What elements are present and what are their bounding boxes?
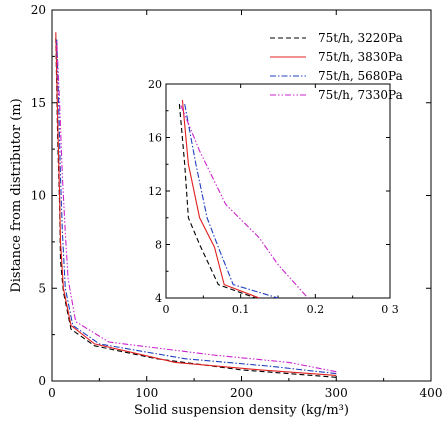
- x-tick-label: 0: [48, 386, 56, 400]
- inset-y-tick-label: 12: [148, 185, 162, 198]
- series-line-75t/h, 3830Pa: [55, 32, 337, 376]
- y-tick-label: 10: [31, 189, 46, 203]
- y-tick-label: 15: [31, 96, 46, 110]
- inset-y-tick-label: 4: [155, 292, 162, 305]
- x-tick-label: 300: [325, 386, 348, 400]
- series-line-75t/h, 5680Pa: [56, 37, 337, 375]
- inset-x-tick-label: 0 3: [381, 303, 399, 316]
- x-tick-label: 400: [420, 386, 443, 400]
- inset-plot: 0 0.1 0.2 0 3 4 8 12 16 20: [148, 78, 399, 316]
- inset-y-tick-label: 20: [148, 78, 162, 91]
- inset-series-line-75t/h, 7330Pa: [180, 105, 309, 299]
- inset-x-tick-label: 0.1: [232, 303, 250, 316]
- inset-series-line-75t/h, 3220Pa: [178, 104, 256, 299]
- x-tick-label: 200: [230, 386, 253, 400]
- inset-y-tick-label: 16: [148, 132, 162, 145]
- legend: 75t/h, 3220Pa 75t/h, 3830Pa 75t/h, 5680Pa 7…: [270, 31, 403, 102]
- x-axis-label: Solid suspension density (kg/m³): [134, 403, 349, 418]
- x-tick-label: 100: [135, 386, 158, 400]
- inset-x-tick-label: 0.2: [307, 303, 325, 316]
- y-tick-label: 20: [31, 3, 46, 17]
- legend-label: 75t/h, 5680Pa: [318, 69, 403, 83]
- inset-series-line-75t/h, 5680Pa: [184, 103, 279, 299]
- legend-label: 75t/h, 3830Pa: [318, 50, 403, 64]
- y-tick-label: 0: [38, 374, 46, 388]
- inset-frame: [165, 83, 391, 299]
- inset-series-line-75t/h, 3830Pa: [181, 99, 260, 299]
- y-tick-label: 5: [38, 281, 46, 295]
- legend-label: 75t/h, 7330Pa: [318, 88, 403, 102]
- inset-y-tick-label: 8: [155, 239, 162, 252]
- legend-label: 75t/h, 3220Pa: [318, 31, 403, 45]
- inset-x-tick-label: 0: [163, 303, 170, 316]
- series-line-75t/h, 7330Pa: [56, 39, 337, 373]
- y-axis-label: Distance from distributor (m): [9, 98, 24, 292]
